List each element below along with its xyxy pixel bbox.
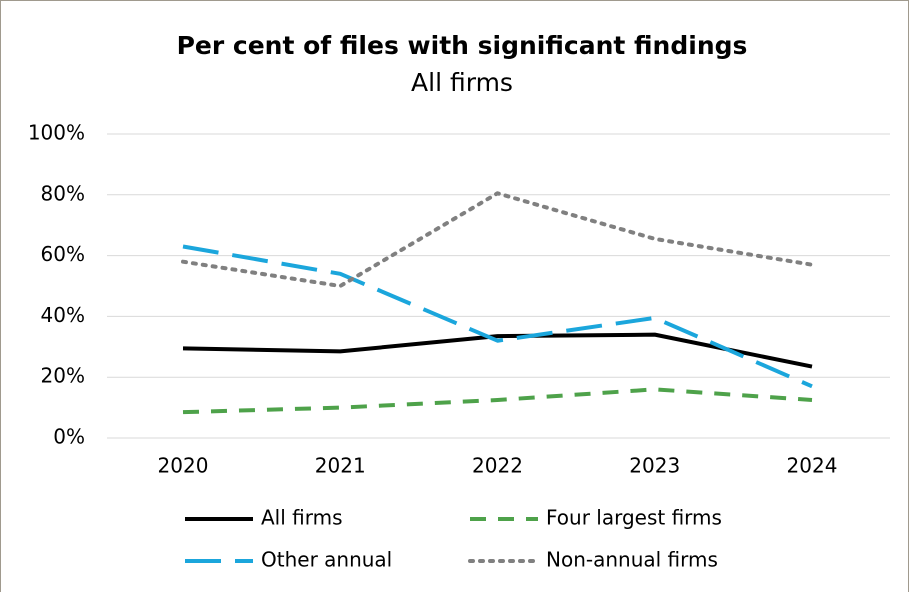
x-tick-label: 2024 (787, 454, 838, 478)
series-line (182, 332, 813, 369)
legend-label: All firms (261, 506, 343, 530)
series-line (182, 387, 813, 415)
y-tick-label: 80% (41, 181, 85, 205)
y-tick-label: 100% (28, 121, 85, 145)
series-line (181, 191, 814, 288)
x-tick-label: 2022 (472, 454, 523, 478)
y-tick-label: 0% (53, 425, 85, 449)
y-tick-label: 40% (41, 303, 85, 327)
x-tick-label: 2020 (158, 454, 209, 478)
chart-title: Per cent of files with significant findi… (177, 31, 748, 60)
x-tick-label: 2023 (629, 454, 680, 478)
x-tick-label: 2021 (315, 454, 366, 478)
legend-label: Four largest firms (546, 506, 722, 530)
y-tick-label: 60% (41, 242, 85, 266)
y-tick-label: 20% (41, 364, 85, 388)
chart-subtitle: All firms (411, 68, 513, 97)
legend-label: Non-annual firms (546, 548, 718, 572)
legend-label: Other annual (261, 548, 392, 572)
series-line (182, 244, 813, 389)
